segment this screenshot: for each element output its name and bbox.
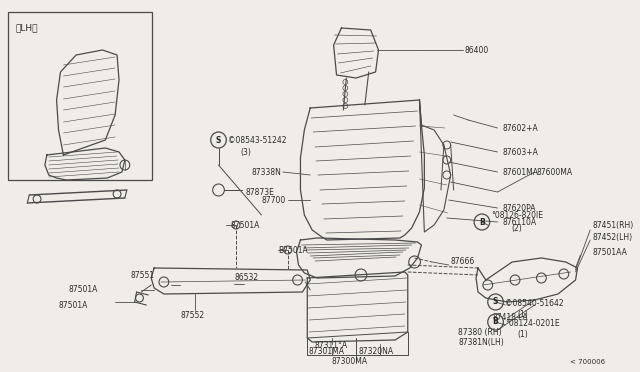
Text: 87551: 87551 (130, 270, 154, 279)
Text: 87380 (RH): 87380 (RH) (458, 327, 502, 337)
Text: 87311°A: 87311°A (314, 340, 348, 350)
Text: 87451(RH): 87451(RH) (592, 221, 634, 230)
Text: 86532: 86532 (234, 273, 259, 282)
Bar (8, 12, 152, 180)
Text: 87338N: 87338N (252, 167, 282, 176)
Text: 87501A: 87501A (68, 285, 97, 295)
Text: 87301MA: 87301MA (308, 347, 344, 356)
Text: B: B (479, 218, 484, 227)
Text: 87602+A: 87602+A (502, 124, 538, 132)
Text: 87501A: 87501A (58, 301, 88, 310)
Text: 87600MA: 87600MA (536, 167, 573, 176)
Text: B7501A: B7501A (278, 246, 308, 254)
Text: (3): (3) (240, 148, 251, 157)
Text: 87501AA: 87501AA (592, 247, 627, 257)
Text: 86400: 86400 (465, 45, 488, 55)
Text: 87666: 87666 (451, 257, 475, 266)
Text: ©08543-51242: ©08543-51242 (228, 135, 287, 144)
Text: 87603+A: 87603+A (502, 148, 538, 157)
Text: 87700: 87700 (261, 196, 285, 205)
Text: 87381N(LH): 87381N(LH) (458, 337, 504, 346)
Text: 87620PA: 87620PA (502, 203, 536, 212)
Text: ©08540-51642: ©08540-51642 (506, 298, 564, 308)
Text: (1): (1) (517, 330, 528, 339)
Text: 87873E: 87873E (246, 187, 275, 196)
Text: 87320NA: 87320NA (358, 347, 393, 356)
Text: 87601MA: 87601MA (502, 167, 538, 176)
Text: S: S (216, 135, 221, 144)
Text: °08126-820IE: °08126-820IE (492, 211, 543, 219)
Text: S: S (493, 298, 499, 307)
Text: < 700006: < 700006 (570, 359, 605, 365)
Text: B: B (493, 317, 499, 327)
Text: (1): (1) (517, 310, 528, 318)
Text: 87552: 87552 (180, 311, 205, 320)
Text: (2): (2) (511, 224, 522, 232)
Text: 87452(LH): 87452(LH) (592, 232, 632, 241)
Text: （LH）: （LH） (15, 23, 38, 32)
Text: 876110A: 876110A (502, 218, 536, 227)
Text: 87418+A: 87418+A (493, 314, 528, 323)
Text: 87501A: 87501A (230, 221, 260, 230)
Text: 87300MA: 87300MA (332, 356, 368, 366)
Text: °08124-0201E: °08124-0201E (506, 318, 560, 327)
